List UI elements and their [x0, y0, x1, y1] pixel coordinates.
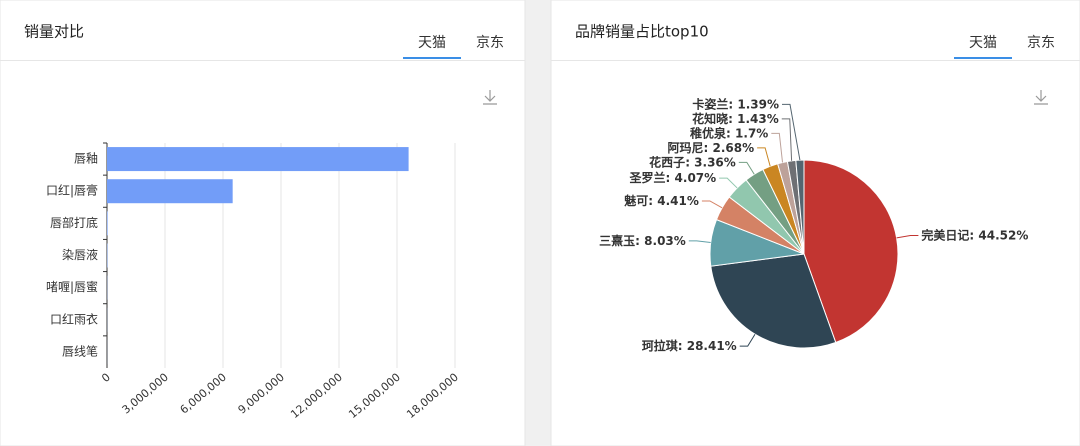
value-label: 2.68%	[712, 140, 754, 154]
label-name: 魅可	[624, 192, 648, 207]
data-label: 完美日记: 44.52%	[921, 227, 1028, 242]
value-label: 1.39%	[737, 97, 779, 111]
download-icon[interactable]	[483, 90, 497, 105]
pie-slice	[803, 159, 899, 344]
tab[interactable]: 天猫	[969, 35, 997, 51]
leader-line	[896, 234, 919, 239]
value-label: 4.07%	[675, 171, 717, 185]
value-label: 8.03%	[644, 233, 686, 247]
label-separator: :	[726, 126, 735, 140]
leader-line	[781, 118, 793, 161]
data-label: 珂拉琪: 28.41%	[642, 338, 737, 353]
data-label: 魅可: 4.41%	[624, 192, 699, 207]
bar	[107, 211, 108, 236]
label-separator: :	[728, 97, 737, 111]
label-separator: :	[666, 171, 675, 185]
bar	[107, 147, 409, 172]
bar	[107, 179, 233, 204]
label-name: 稚优泉	[690, 125, 727, 140]
label-name: 珂拉琪	[642, 338, 678, 353]
leader-line	[701, 200, 723, 209]
label-name: 花西子	[649, 154, 685, 169]
y-tick-label: 口红|唇膏	[46, 183, 98, 198]
data-label: 阿玛尼: 2.68%	[667, 140, 754, 154]
value-label: 4.41%	[657, 193, 699, 207]
value-label: 1.7%	[735, 126, 768, 140]
leader-line	[782, 103, 801, 161]
value-label: 28.41%	[687, 339, 737, 353]
leader-line	[688, 240, 711, 244]
y-tick-label: 唇线笔	[62, 343, 98, 358]
label-name: 花知晓	[692, 110, 728, 125]
leader-line	[738, 161, 755, 175]
y-tick-label: 口红雨衣	[50, 311, 98, 326]
tab[interactable]: 京东	[1027, 35, 1055, 51]
label-separator: :	[728, 111, 737, 125]
tab[interactable]: 天猫	[418, 35, 446, 51]
label-name: 卡姿兰	[692, 96, 728, 111]
data-label: 三熹玉: 8.03%	[599, 232, 686, 247]
value-label: 1.43%	[737, 111, 779, 125]
download-icon[interactable]	[1034, 90, 1048, 105]
label-separator: :	[678, 339, 687, 353]
y-tick-label: 唇釉	[74, 151, 98, 166]
panel	[0, 0, 526, 446]
panel-title: 品牌销量占比top10	[575, 23, 709, 41]
leader-line	[719, 177, 738, 189]
label-separator: :	[635, 233, 644, 247]
label-separator: :	[685, 155, 694, 169]
y-tick-label: 唇部打底	[50, 215, 98, 230]
panel-title: 销量对比	[24, 23, 84, 41]
pie-slice	[710, 253, 837, 349]
data-label: 稚优泉: 1.7%	[690, 125, 768, 140]
label-separator: :	[648, 193, 657, 207]
tab-underline	[954, 57, 1012, 59]
label-name: 完美日记	[921, 227, 969, 242]
y-tick-label: 染唇液	[62, 247, 98, 262]
leader-line	[757, 147, 771, 167]
tab-underline	[403, 57, 461, 59]
data-label: 卡姿兰: 1.39%	[692, 96, 779, 111]
value-label: 3.36%	[694, 155, 736, 169]
leader-line	[771, 132, 784, 163]
label-separator: :	[704, 140, 713, 154]
label-separator: :	[969, 228, 978, 242]
y-tick-label: 啫喱|唇蜜	[46, 279, 98, 294]
data-label: 花西子: 3.36%	[649, 154, 736, 169]
value-label: 44.52%	[978, 228, 1028, 242]
tab[interactable]: 京东	[476, 35, 504, 51]
label-name: 圣罗兰	[629, 170, 666, 185]
leader-line	[739, 333, 756, 347]
label-name: 三熹玉	[599, 232, 635, 247]
data-label: 圣罗兰: 4.07%	[629, 170, 717, 185]
label-name: 阿玛尼	[667, 140, 703, 154]
data-label: 花知晓: 1.43%	[692, 110, 779, 125]
